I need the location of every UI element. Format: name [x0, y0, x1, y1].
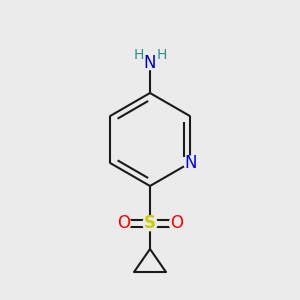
- Text: O: O: [117, 214, 130, 232]
- Text: S: S: [144, 214, 156, 232]
- Circle shape: [116, 216, 131, 231]
- Circle shape: [169, 216, 184, 231]
- Circle shape: [143, 216, 157, 231]
- Text: N: N: [184, 154, 197, 172]
- Text: H: H: [134, 48, 144, 62]
- Text: N: N: [144, 54, 156, 72]
- Text: H: H: [156, 48, 167, 62]
- Text: O: O: [170, 214, 183, 232]
- Circle shape: [184, 156, 197, 169]
- Circle shape: [143, 56, 157, 70]
